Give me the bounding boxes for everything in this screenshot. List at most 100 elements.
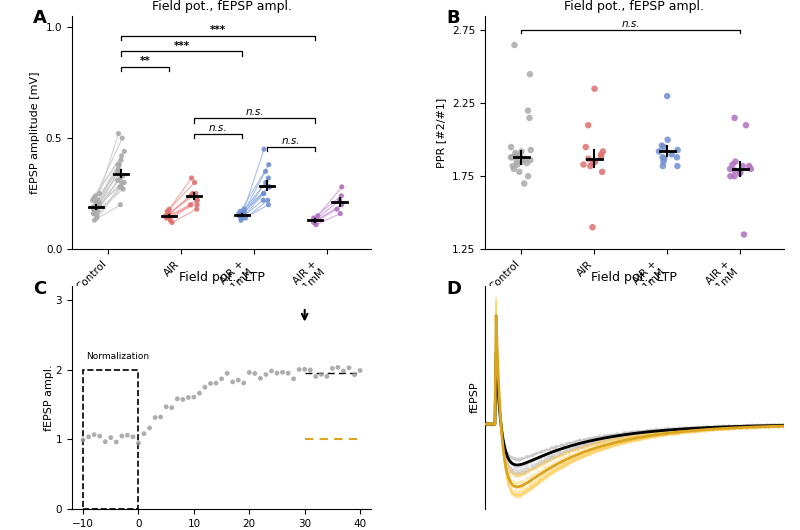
Point: [509, 148, 522, 157]
Point: [310, 216, 323, 225]
Point: [258, 189, 270, 198]
Point: [262, 200, 275, 209]
Point: [160, 402, 173, 411]
Point: [87, 209, 100, 218]
Point: [110, 438, 122, 446]
Y-axis label: PPR [#2/#1]: PPR [#2/#1]: [436, 98, 446, 167]
Point: [187, 393, 200, 401]
Point: [321, 372, 334, 381]
Text: n.s.: n.s.: [282, 136, 300, 146]
Text: **: **: [139, 56, 150, 66]
Point: [310, 220, 322, 229]
Point: [262, 161, 275, 169]
Point: [238, 379, 250, 387]
Point: [112, 165, 125, 173]
Point: [82, 432, 95, 441]
Point: [89, 191, 102, 200]
Point: [588, 84, 601, 93]
Point: [310, 372, 322, 381]
Point: [88, 430, 101, 439]
Title: Field pot., LTP: Field pot., LTP: [178, 271, 265, 284]
Point: [193, 389, 206, 398]
Point: [724, 172, 737, 180]
Y-axis label: fEPSP: fEPSP: [470, 382, 479, 413]
Point: [354, 366, 366, 375]
Point: [507, 165, 520, 173]
Point: [738, 230, 750, 239]
Point: [724, 165, 737, 173]
Point: [186, 189, 199, 198]
Point: [236, 214, 249, 222]
Point: [117, 185, 130, 193]
Point: [114, 183, 126, 191]
Point: [577, 160, 590, 169]
Point: [511, 160, 524, 169]
Text: C: C: [33, 279, 46, 297]
Point: [308, 216, 321, 225]
Point: [505, 153, 518, 162]
Point: [335, 200, 348, 209]
Point: [326, 364, 338, 373]
Point: [521, 159, 534, 167]
Point: [334, 196, 346, 205]
Point: [138, 429, 150, 438]
Point: [736, 162, 749, 170]
Point: [166, 218, 178, 227]
Point: [93, 200, 106, 209]
Point: [86, 196, 99, 205]
Point: [729, 157, 742, 166]
Point: [656, 153, 669, 162]
Text: D: D: [446, 279, 461, 297]
Point: [116, 134, 129, 142]
Point: [160, 214, 173, 222]
Point: [287, 375, 300, 383]
Point: [111, 167, 124, 175]
Point: [518, 179, 530, 188]
Point: [523, 70, 536, 78]
Point: [670, 153, 683, 162]
Point: [111, 161, 124, 169]
Point: [232, 376, 245, 384]
Point: [335, 191, 348, 200]
Point: [657, 162, 670, 170]
Point: [657, 157, 670, 166]
Point: [171, 394, 184, 403]
Text: A: A: [33, 9, 47, 27]
Point: [111, 176, 124, 184]
Point: [160, 211, 173, 220]
Point: [164, 216, 177, 225]
Point: [661, 92, 674, 100]
Point: [595, 150, 608, 158]
Point: [263, 183, 276, 191]
Point: [522, 107, 534, 115]
Point: [586, 223, 599, 232]
Point: [234, 211, 246, 220]
Point: [334, 209, 346, 218]
Point: [149, 413, 162, 422]
Point: [728, 172, 741, 180]
Text: n.s.: n.s.: [209, 123, 227, 132]
Point: [726, 160, 739, 169]
Point: [734, 169, 746, 178]
Point: [90, 198, 102, 207]
Point: [162, 211, 174, 220]
Point: [115, 183, 128, 191]
Point: [307, 214, 320, 222]
Point: [154, 413, 167, 421]
Point: [348, 370, 361, 379]
Point: [162, 209, 175, 218]
Point: [276, 368, 289, 376]
Point: [115, 152, 128, 160]
Text: ***: ***: [210, 25, 226, 35]
Point: [182, 393, 194, 402]
Point: [166, 403, 178, 412]
Point: [589, 157, 602, 166]
Y-axis label: fEPSP ampl.: fEPSP ampl.: [44, 364, 54, 431]
Point: [161, 207, 174, 216]
Point: [671, 162, 684, 170]
Point: [238, 207, 250, 216]
Text: ***: ***: [174, 41, 190, 50]
Point: [596, 167, 609, 176]
Point: [258, 145, 270, 153]
Point: [597, 147, 610, 156]
